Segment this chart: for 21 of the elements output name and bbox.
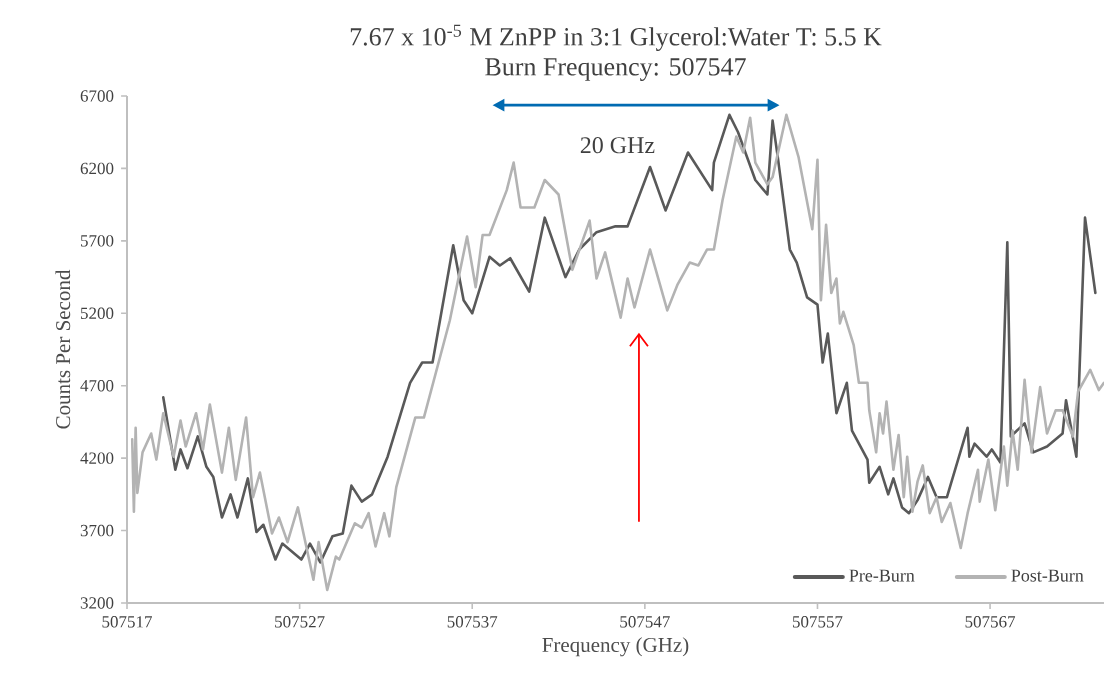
legend-label: Pre-Burn bbox=[849, 569, 915, 582]
y-tick-label: 4200 bbox=[80, 452, 114, 464]
annotation: 20 GHz bbox=[580, 137, 655, 154]
y-tick-label: 6700 bbox=[80, 90, 114, 102]
chart-title: 7.67 x 10$^{-5}$ M ZnPP in 3:1 Glycerol:Water T: 5.5 K bbox=[350, 24, 882, 51]
y-tick-label: 6200 bbox=[80, 162, 114, 175]
legend-label: Post-Burn bbox=[1011, 569, 1084, 582]
x-tick-label: 507547 bbox=[620, 616, 670, 628]
x-tick-label: 507537 bbox=[447, 616, 498, 628]
y-tick-label: 5200 bbox=[80, 307, 114, 319]
x-axis-title: Frequency (GHz) bbox=[542, 637, 689, 657]
y-axis-title: Counts Per Second bbox=[55, 269, 71, 429]
y-tick-label: 4700 bbox=[80, 379, 114, 392]
chart-subtitle: Burn Frequency: 507547 bbox=[485, 58, 746, 81]
x-tick-label: 507557 bbox=[792, 616, 843, 628]
x-tick-label: 507567 bbox=[965, 616, 1016, 628]
x-tick-label: 507527 bbox=[275, 616, 325, 628]
y-tick-label: 3200 bbox=[80, 597, 114, 609]
x-tick-label: 507517 bbox=[102, 616, 152, 628]
y-tick-label: 3700 bbox=[80, 524, 114, 537]
y-tick-label: 5700 bbox=[80, 235, 114, 247]
